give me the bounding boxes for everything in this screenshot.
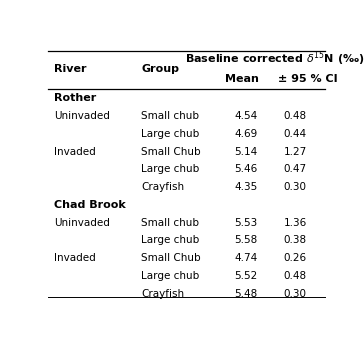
- Text: Crayfish: Crayfish: [142, 182, 185, 192]
- Text: 1.36: 1.36: [284, 218, 307, 227]
- Text: 0.30: 0.30: [284, 288, 307, 299]
- Text: Invaded: Invaded: [54, 146, 96, 157]
- Text: Small Chub: Small Chub: [142, 253, 201, 263]
- Text: 4.69: 4.69: [234, 129, 258, 139]
- Text: 0.38: 0.38: [284, 235, 307, 245]
- Text: River: River: [54, 64, 87, 74]
- Text: 4.35: 4.35: [234, 182, 258, 192]
- Text: 4.54: 4.54: [234, 111, 258, 121]
- Text: Baseline corrected $\delta^{15}$N (‰): Baseline corrected $\delta^{15}$N (‰): [185, 49, 364, 68]
- Text: Small Chub: Small Chub: [142, 146, 201, 157]
- Text: 0.48: 0.48: [284, 111, 307, 121]
- Text: 0.30: 0.30: [284, 182, 307, 192]
- Text: 5.46: 5.46: [234, 164, 258, 174]
- Text: 5.48: 5.48: [234, 288, 258, 299]
- Text: 0.44: 0.44: [284, 129, 307, 139]
- Text: Crayfish: Crayfish: [142, 288, 185, 299]
- Text: 1.27: 1.27: [284, 146, 307, 157]
- Text: Small chub: Small chub: [142, 218, 199, 227]
- Text: 5.52: 5.52: [234, 271, 258, 281]
- Text: Large chub: Large chub: [142, 271, 200, 281]
- Text: Mean: Mean: [225, 74, 258, 83]
- Text: Small chub: Small chub: [142, 111, 199, 121]
- Text: 5.58: 5.58: [234, 235, 258, 245]
- Text: 0.47: 0.47: [284, 164, 307, 174]
- Text: 0.48: 0.48: [284, 271, 307, 281]
- Text: 0.26: 0.26: [284, 253, 307, 263]
- Text: ± 95 % CI: ± 95 % CI: [278, 74, 338, 83]
- Text: Uninvaded: Uninvaded: [54, 111, 110, 121]
- Text: 4.74: 4.74: [234, 253, 258, 263]
- Text: 5.53: 5.53: [234, 218, 258, 227]
- Text: Uninvaded: Uninvaded: [54, 218, 110, 227]
- Text: Chad Brook: Chad Brook: [54, 200, 126, 210]
- Text: Invaded: Invaded: [54, 253, 96, 263]
- Text: Large chub: Large chub: [142, 235, 200, 245]
- Text: 5.14: 5.14: [234, 146, 258, 157]
- Text: Group: Group: [142, 64, 179, 74]
- Text: Large chub: Large chub: [142, 129, 200, 139]
- Text: Rother: Rother: [54, 93, 96, 103]
- Text: Large chub: Large chub: [142, 164, 200, 174]
